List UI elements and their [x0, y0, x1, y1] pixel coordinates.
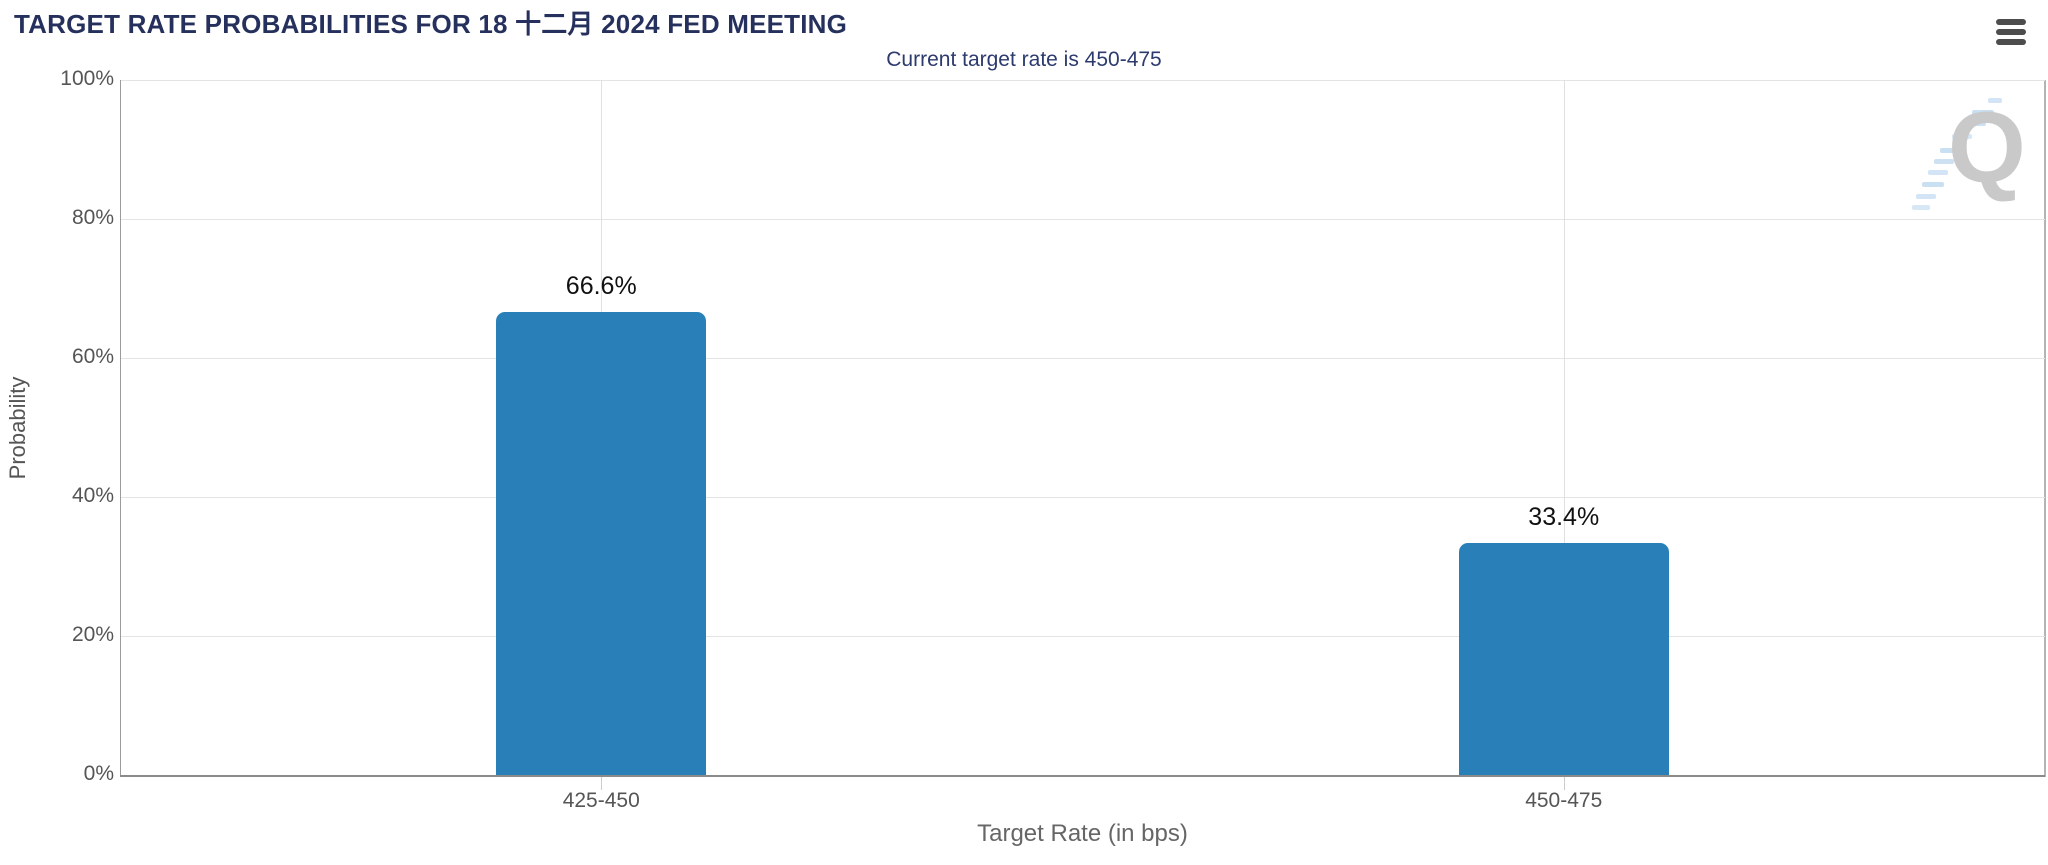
x-axis-tick-label: 425-450	[562, 789, 640, 812]
watermark-q-letter: Q	[1948, 92, 2026, 204]
bar-425-450[interactable]	[496, 312, 707, 775]
y-gridline	[121, 358, 2045, 359]
y-axis-title: Probability	[5, 376, 30, 480]
y-gridline	[121, 497, 2045, 498]
y-axis-tick-label: 20%	[71, 623, 114, 646]
speed-line	[1928, 170, 1948, 175]
x-axis-title: Target Rate (in bps)	[977, 820, 1188, 847]
y-axis-tick-label: 100%	[60, 67, 114, 90]
y-axis-tick-label: 60%	[71, 345, 114, 368]
speed-line	[1916, 194, 1936, 199]
y-gridline	[121, 219, 2045, 220]
speed-line	[1934, 159, 1954, 164]
speed-line	[1940, 148, 1962, 153]
speed-line	[1922, 182, 1944, 187]
speed-line	[1952, 134, 1972, 139]
category-gridline	[1563, 80, 1565, 775]
y-gridline	[121, 636, 2045, 637]
bar-value-label: 33.4%	[1528, 502, 1600, 531]
plot-right-border	[2044, 80, 2046, 777]
speed-line	[1912, 205, 1930, 210]
y-axis-tick-label: 80%	[71, 206, 114, 229]
quikstrike-watermark: Q	[1900, 90, 2030, 220]
x-axis-tick	[601, 777, 603, 790]
x-axis-line	[120, 775, 2045, 777]
x-axis-tick-label: 450-475	[1525, 789, 1603, 812]
menu-bar	[1996, 19, 2026, 25]
speed-line	[1988, 98, 2002, 103]
chart-subtitle: Current target rate is 450-475	[886, 48, 1162, 71]
y-axis-tick-label: 0%	[83, 762, 114, 785]
chart-title: TARGET RATE PROBABILITIES FOR 18 十二月 202…	[14, 9, 848, 39]
menu-bar	[1996, 39, 2026, 45]
hamburger-menu-icon[interactable]	[1996, 19, 2026, 45]
bar-value-label: 66.6%	[565, 272, 637, 301]
y-gridline	[121, 80, 2045, 81]
speed-line	[1962, 121, 1986, 126]
x-axis-tick	[1563, 777, 1565, 790]
y-axis-line	[120, 80, 121, 775]
speed-line	[1972, 110, 1994, 115]
bar-450-475[interactable]	[1458, 542, 1669, 775]
y-axis-tick-label: 40%	[71, 484, 114, 507]
menu-bar	[1996, 29, 2026, 35]
